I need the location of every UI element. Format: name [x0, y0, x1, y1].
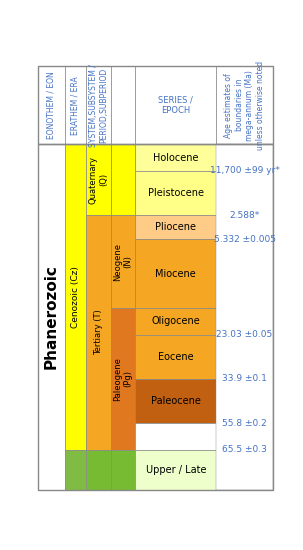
Text: EONOTHEM / EON: EONOTHEM / EON: [47, 72, 56, 139]
Text: Cenozoic (Cz): Cenozoic (Cz): [71, 266, 80, 328]
Text: Age estimates of
boundaries in
mega-annum (Ma)
unless otherwise noted: Age estimates of boundaries in mega-annu…: [225, 60, 265, 150]
Text: ERATHEM / ERA: ERATHEM / ERA: [71, 76, 80, 135]
Bar: [135, 215, 216, 239]
Bar: [111, 308, 135, 450]
Bar: [135, 239, 216, 308]
Text: 55.8 ±0.2: 55.8 ±0.2: [222, 419, 267, 427]
Bar: [38, 144, 273, 490]
Bar: [135, 379, 216, 423]
Text: Neogene
(N): Neogene (N): [113, 243, 133, 280]
Text: Quaternary
(Q): Quaternary (Q): [89, 156, 108, 204]
Bar: [65, 66, 86, 144]
Bar: [135, 144, 216, 171]
Text: 11,700 ±99 yr*: 11,700 ±99 yr*: [210, 167, 279, 175]
Text: Holocene: Holocene: [153, 152, 198, 163]
Bar: [135, 66, 216, 144]
Bar: [38, 66, 65, 144]
Text: SERIES /
EPOCH: SERIES / EPOCH: [158, 96, 193, 115]
Bar: [86, 450, 111, 490]
Text: 5.332 ±0.005: 5.332 ±0.005: [214, 235, 275, 244]
Text: Phanerozoic: Phanerozoic: [44, 265, 59, 370]
Bar: [65, 450, 86, 490]
Bar: [135, 334, 216, 379]
Text: Pleistocene: Pleistocene: [148, 188, 204, 198]
Bar: [65, 144, 86, 450]
Bar: [86, 66, 111, 144]
Bar: [135, 423, 216, 450]
Bar: [216, 144, 273, 490]
Bar: [86, 144, 111, 215]
Bar: [216, 66, 273, 144]
Text: SYSTEM,SUBSYSTEM /
PERIOD,SUBPERIOD: SYSTEM,SUBSYSTEM / PERIOD,SUBPERIOD: [89, 64, 108, 147]
Bar: [135, 308, 216, 334]
Text: Paleogene
(Pg): Paleogene (Pg): [113, 357, 133, 401]
Text: Tertiary (T): Tertiary (T): [94, 310, 103, 355]
Bar: [38, 144, 65, 490]
Text: Pliocene: Pliocene: [155, 222, 196, 232]
Text: 23.03 ±0.05: 23.03 ±0.05: [216, 330, 273, 339]
Bar: [135, 450, 216, 490]
Text: Miocene: Miocene: [155, 269, 196, 279]
Text: Eocene: Eocene: [158, 352, 194, 362]
Bar: [111, 450, 135, 490]
Text: 2.588*: 2.588*: [229, 211, 260, 219]
Text: 65.5 ±0.3: 65.5 ±0.3: [222, 445, 267, 454]
Bar: [111, 66, 135, 144]
Text: Paleocene: Paleocene: [151, 396, 201, 406]
Text: Upper / Late: Upper / Late: [145, 465, 206, 475]
Bar: [38, 66, 273, 144]
Bar: [135, 171, 216, 215]
Bar: [86, 215, 111, 450]
Bar: [111, 215, 135, 308]
Text: 33.9 ±0.1: 33.9 ±0.1: [222, 375, 267, 383]
Text: Oligocene: Oligocene: [152, 316, 200, 326]
Bar: [111, 144, 135, 215]
